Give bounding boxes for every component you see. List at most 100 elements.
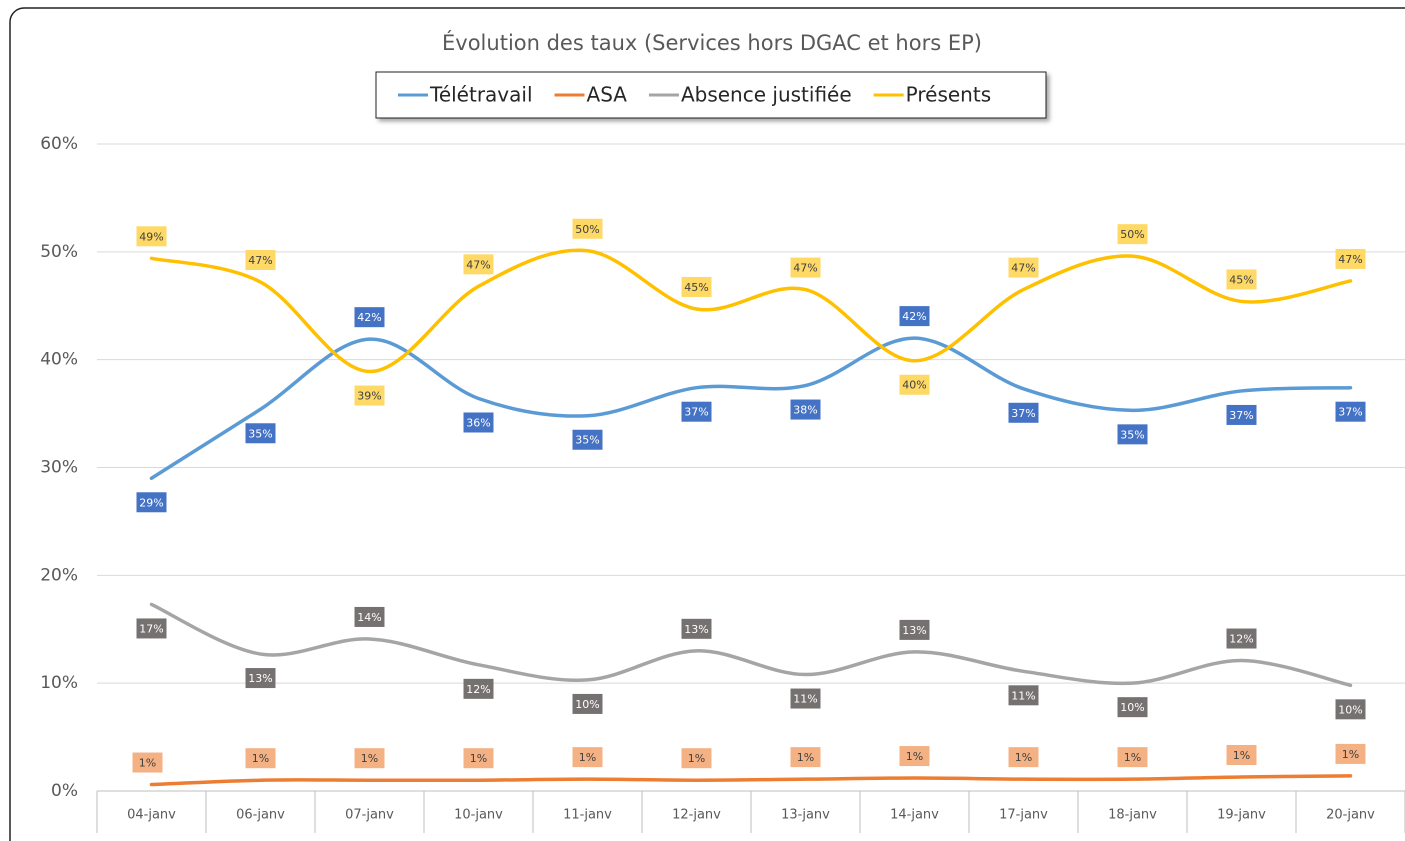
x-tick-label: 10-janv [454,808,503,823]
data-label: 42% [357,311,381,324]
data-label: 45% [1229,273,1253,286]
data-label-box [136,618,167,639]
data-label-box [463,254,494,275]
data-label-box [1226,744,1257,765]
data-label: 35% [575,434,599,447]
x-tick-label: 04-janv [127,808,176,823]
data-label-box [681,748,712,769]
data-label: 13% [684,623,708,636]
data-label: 37% [1229,409,1253,422]
data-label-box [1008,685,1039,706]
x-tick-label: 12-janv [672,808,721,823]
x-tick-label: 20-janv [1326,808,1375,823]
data-label-box [132,752,163,773]
data-label-box [681,276,712,297]
data-label: 42% [902,310,926,323]
data-label: 49% [139,230,163,243]
data-label-box [1117,747,1148,768]
data-label: 1% [139,757,156,770]
data-label: 10% [1120,701,1144,714]
legend-label: Télétravail [429,83,533,107]
series-line [149,602,1353,688]
data-label: 1% [470,752,487,765]
y-tick-label: 40% [40,350,78,370]
series-line [149,248,1353,374]
data-label-box [354,606,385,627]
data-label-box [899,619,930,640]
y-tick-label: 20% [40,565,78,585]
legend-box [375,71,1047,119]
y-tick-label: 0% [51,781,78,801]
data-label-box [463,748,494,769]
data-label: 14% [357,611,381,624]
data-label: 1% [1342,748,1359,761]
data-label-box [1226,269,1257,290]
series-line [149,336,1353,481]
data-label: 38% [793,404,817,417]
data-label-box [1335,248,1366,269]
data-label: 1% [1015,751,1032,764]
data-label-box [1008,402,1039,423]
data-label-box [136,492,167,513]
data-label-box [899,306,930,327]
x-tick-label: 19-janv [1217,808,1266,823]
data-label-box [1117,424,1148,445]
x-tick-label: 11-janv [563,808,612,823]
y-tick-label: 60% [40,134,78,154]
data-label: 47% [1338,253,1362,266]
data-label-box [1008,257,1039,278]
data-label: 47% [1011,262,1035,275]
legend-label: ASA [587,83,628,107]
x-tick-label: 18-janv [1108,808,1157,823]
data-label: 47% [466,258,490,271]
data-label-box [1008,747,1039,768]
data-label: 10% [1338,703,1362,716]
data-label-box [245,668,276,689]
data-label: 29% [139,496,163,509]
data-label: 1% [688,752,705,765]
data-label-box [572,429,603,450]
data-label: 35% [1120,428,1144,441]
data-label-box [681,618,712,639]
data-label-box [136,226,167,247]
data-label-box [1117,697,1148,718]
data-label-box [354,748,385,769]
x-tick-label: 06-janv [236,808,285,823]
data-label: 37% [1338,406,1362,419]
data-label-box [790,257,821,278]
data-label-box [245,250,276,271]
data-label: 45% [684,281,708,294]
y-tick-label: 50% [40,242,78,262]
data-label: 1% [906,750,923,763]
data-label: 12% [466,683,490,696]
data-label: 17% [139,622,163,635]
data-label-box [1226,404,1257,425]
data-label: 1% [1233,749,1250,762]
data-label: 1% [1124,751,1141,764]
data-label: 37% [684,406,708,419]
data-label: 50% [1120,228,1144,241]
data-label: 47% [793,262,817,275]
x-tick-label: 14-janv [890,808,939,823]
data-label-box [790,688,821,709]
data-label-box [1117,224,1148,245]
x-tick-label: 07-janv [345,808,394,823]
chart-title: Évolution des taux (Services hors DGAC e… [442,30,982,55]
data-label: 11% [1011,689,1035,702]
data-label: 1% [252,752,269,765]
data-label: 39% [357,390,381,403]
data-label: 40% [902,379,926,392]
data-label-box [681,401,712,422]
data-label-box [572,693,603,714]
data-label-box [354,385,385,406]
data-label: 12% [1229,633,1253,646]
data-label-box [1226,628,1257,649]
data-label-box [790,747,821,768]
legend-label: Absence justifiée [681,83,852,107]
data-label-box [1335,699,1366,720]
data-label-box [899,374,930,395]
data-label-box [1335,401,1366,422]
data-label: 50% [575,223,599,236]
data-label: 13% [248,672,272,685]
